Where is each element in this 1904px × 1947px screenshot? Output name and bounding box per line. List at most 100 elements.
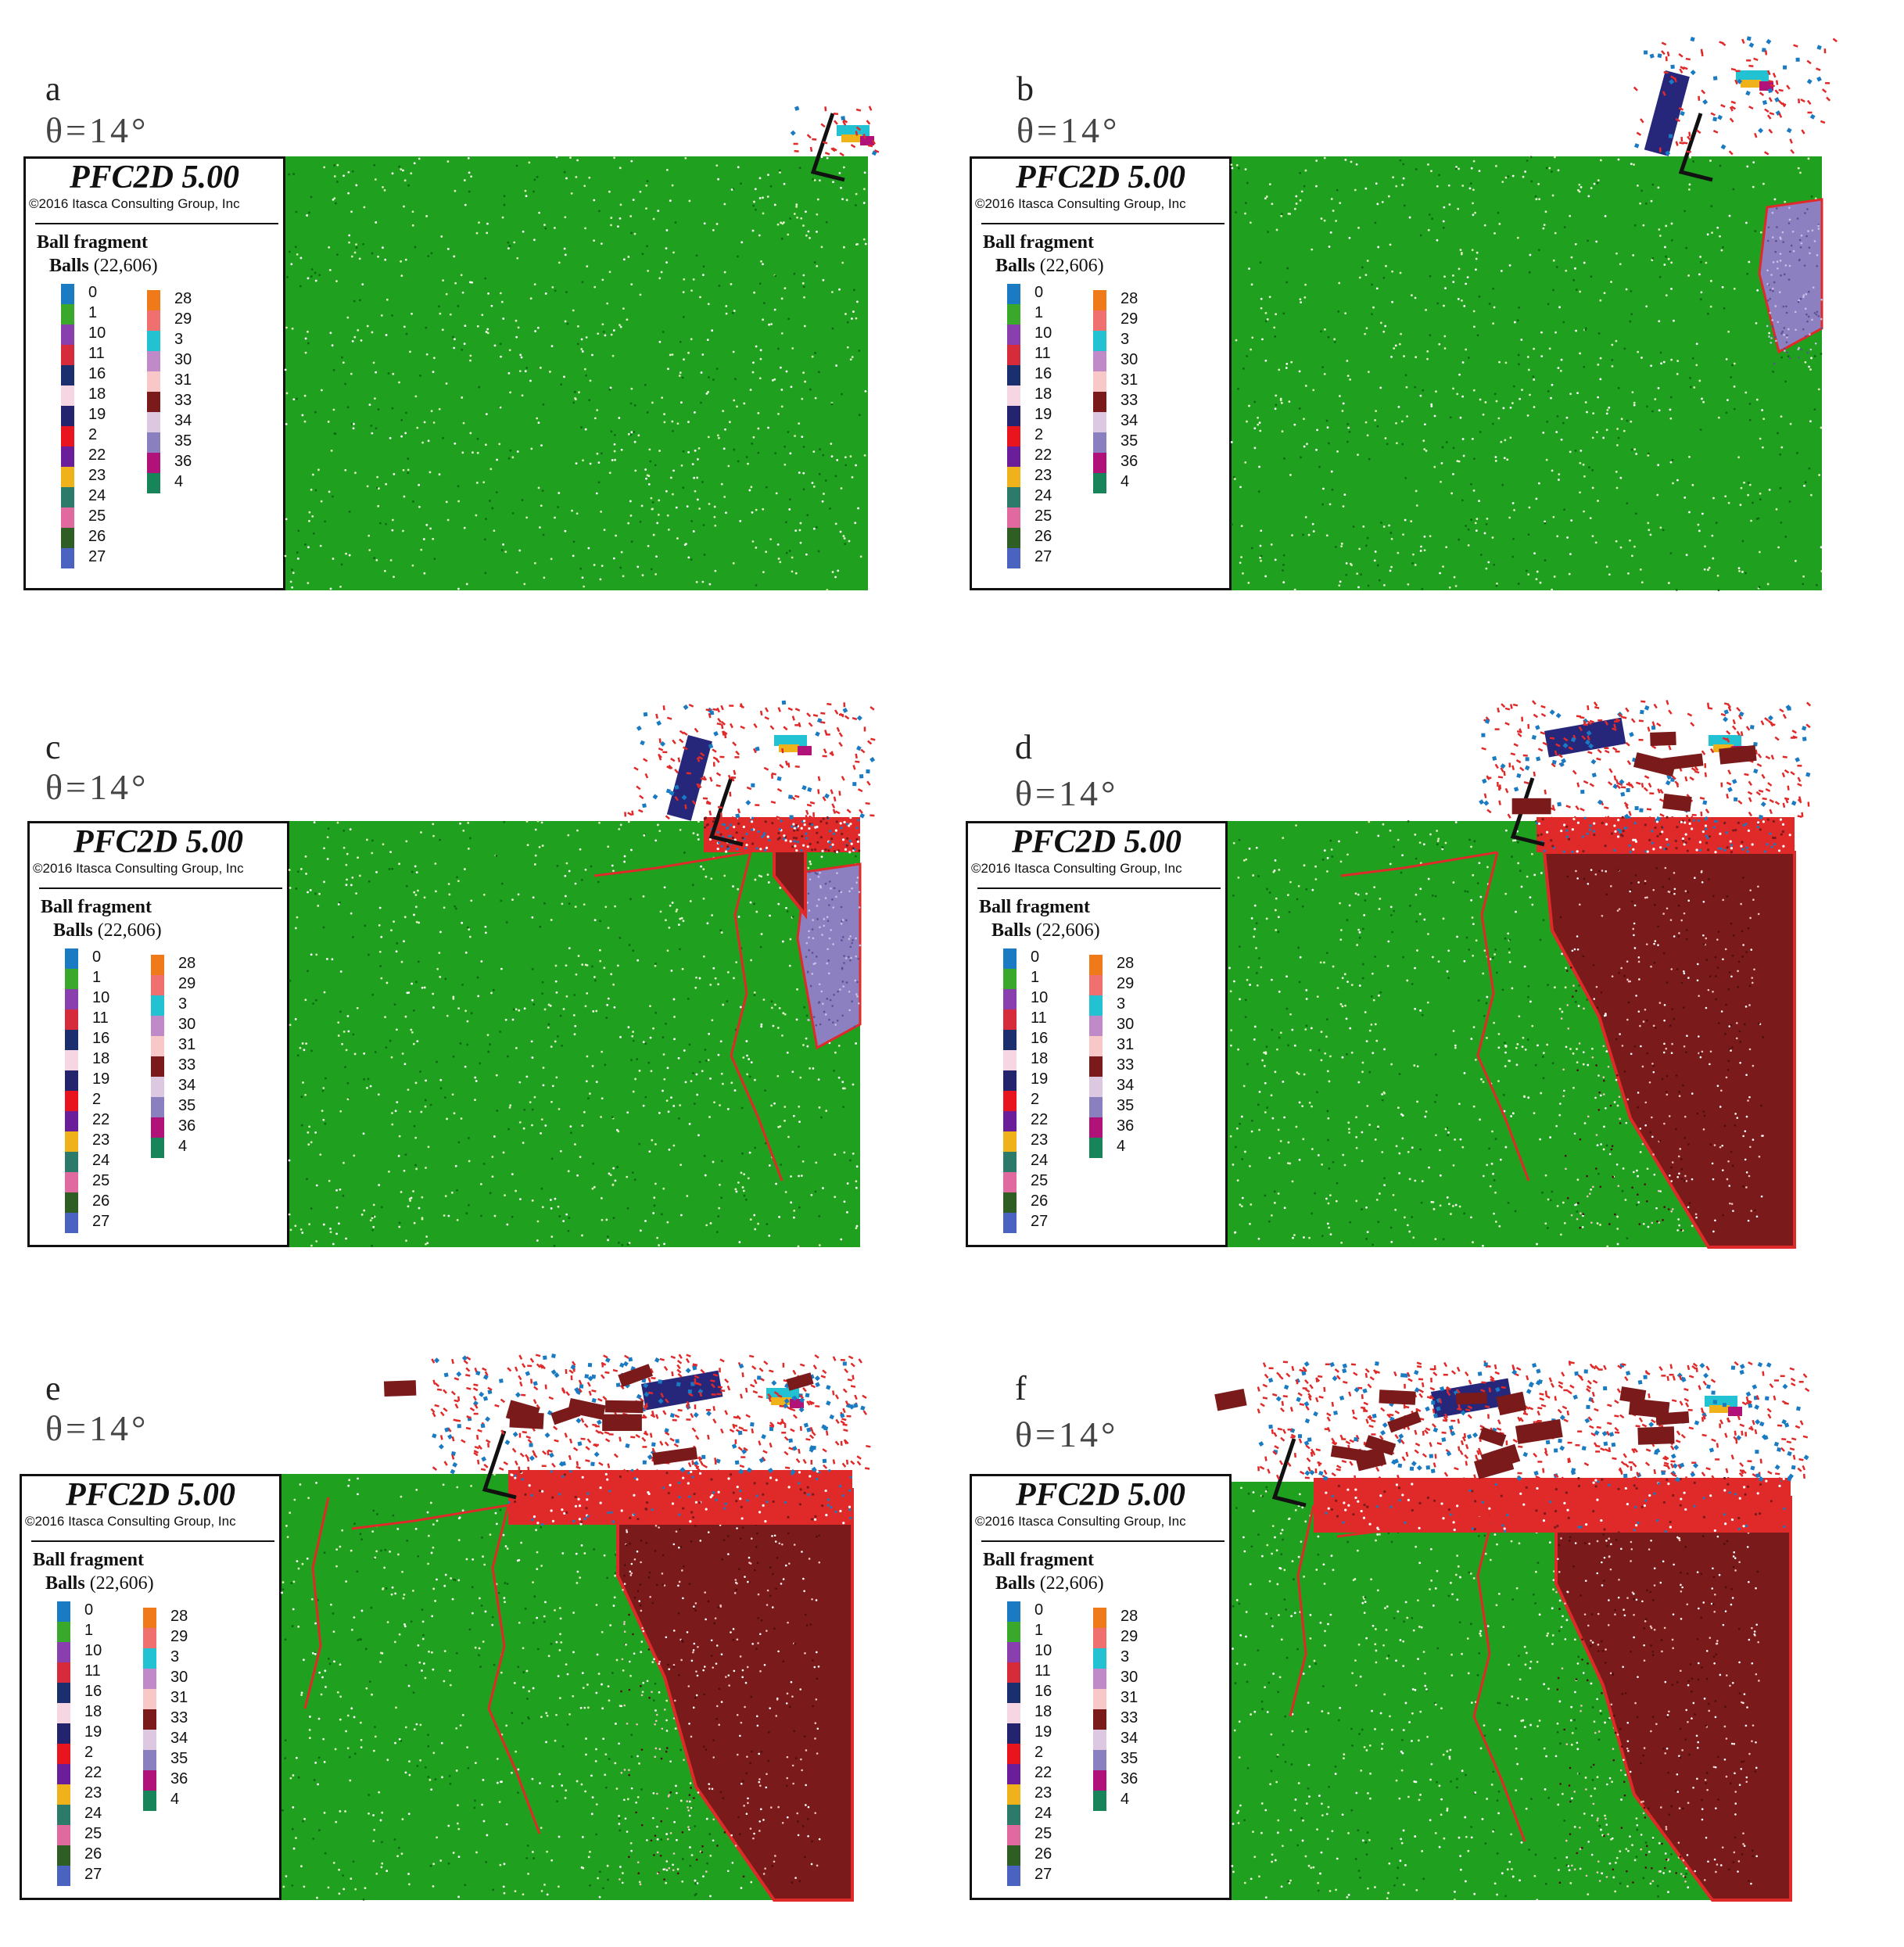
legend-swatch bbox=[1093, 473, 1106, 493]
legend-label: 22 bbox=[1031, 1111, 1048, 1128]
legend-swatch bbox=[1089, 975, 1103, 995]
legend-balls-count: (22,606) bbox=[90, 1573, 154, 1594]
angle-label: θ=14° bbox=[1015, 1414, 1118, 1455]
legend-swatch bbox=[1089, 1016, 1103, 1036]
legend-label: 10 bbox=[92, 989, 109, 1006]
legend-swatch bbox=[1089, 995, 1103, 1016]
legend-label: 34 bbox=[178, 1077, 195, 1094]
legend-label: 23 bbox=[1031, 1131, 1048, 1149]
legend-swatch bbox=[1003, 1213, 1017, 1233]
legend-swatch bbox=[147, 473, 160, 493]
legend-label: 23 bbox=[88, 467, 106, 484]
legend-label: 22 bbox=[84, 1764, 102, 1781]
legend-swatch bbox=[147, 351, 160, 371]
legend-swatch bbox=[143, 1791, 156, 1811]
legend-label: 23 bbox=[1034, 1784, 1052, 1802]
legend-swatch bbox=[1093, 351, 1106, 371]
legend-label: 34 bbox=[174, 412, 192, 429]
angle-label: θ=14° bbox=[45, 766, 149, 808]
legend-heading: Ball fragment bbox=[979, 897, 1090, 918]
legend-label: 22 bbox=[92, 1111, 109, 1128]
legend-swatch bbox=[65, 1131, 78, 1152]
legend-swatch bbox=[1003, 1131, 1017, 1152]
panel-letter: d bbox=[1015, 727, 1032, 767]
legend-swatch bbox=[61, 528, 74, 548]
copyright-text: ©2016 Itasca Consulting Group, Inc bbox=[975, 196, 1186, 212]
legend-label: 2 bbox=[1034, 426, 1043, 443]
legend-label: 36 bbox=[170, 1770, 188, 1787]
legend-swatch bbox=[1007, 1845, 1020, 1866]
legend-swatch bbox=[147, 432, 160, 453]
panel-letter: e bbox=[45, 1368, 61, 1408]
legend-swatch bbox=[1089, 1056, 1103, 1077]
legend-label: 30 bbox=[170, 1669, 188, 1686]
legend-label: 26 bbox=[88, 528, 106, 545]
legend-swatch bbox=[1093, 1648, 1106, 1669]
legend-label: 1 bbox=[1034, 1622, 1043, 1639]
legend-swatch bbox=[1003, 969, 1017, 989]
legend-label: 34 bbox=[1121, 412, 1138, 429]
legend-label: 35 bbox=[170, 1750, 188, 1767]
legend-swatch bbox=[1003, 1172, 1017, 1192]
legend-heading: Ball fragment bbox=[41, 897, 152, 918]
legend-label: 16 bbox=[1031, 1030, 1048, 1047]
legend-swatch bbox=[1093, 1750, 1106, 1770]
legend-label: 11 bbox=[88, 345, 105, 362]
legend-label: 36 bbox=[1121, 453, 1138, 470]
legend-label: 11 bbox=[1034, 345, 1051, 362]
legend-label: 0 bbox=[92, 948, 101, 966]
legend-box: PFC2D 5.00©2016 Itasca Consulting Group,… bbox=[966, 821, 1228, 1247]
legend-swatch bbox=[1007, 467, 1020, 487]
legend-heading: Ball fragment bbox=[983, 232, 1094, 253]
legend-swatch bbox=[1093, 1689, 1106, 1709]
legend-label: 22 bbox=[88, 446, 106, 464]
legend-label: 29 bbox=[1117, 975, 1134, 992]
legend-swatch bbox=[1007, 1723, 1020, 1744]
legend-label: 3 bbox=[178, 995, 187, 1013]
legend-label: 0 bbox=[1034, 284, 1043, 301]
legend-swatch bbox=[1007, 1744, 1020, 1764]
legend-swatch bbox=[1093, 310, 1106, 331]
legend-swatch bbox=[1093, 1628, 1106, 1648]
legend-swatch bbox=[1007, 548, 1020, 568]
legend-swatch bbox=[57, 1805, 70, 1825]
simulation-view bbox=[1232, 1325, 1884, 1947]
legend-label: 25 bbox=[1034, 507, 1052, 525]
legend-swatch bbox=[57, 1642, 70, 1662]
legend-label: 30 bbox=[178, 1016, 195, 1033]
legend-label: 2 bbox=[92, 1091, 101, 1108]
legend-swatch bbox=[1007, 1601, 1020, 1622]
legend-label: 4 bbox=[170, 1791, 179, 1808]
simulation-view bbox=[285, 0, 962, 637]
fractured-band bbox=[1536, 817, 1795, 852]
legend-swatch bbox=[1089, 1036, 1103, 1056]
legend-swatch bbox=[1003, 1192, 1017, 1213]
legend-label: 29 bbox=[1121, 1628, 1138, 1645]
legend-label: 25 bbox=[1031, 1172, 1048, 1189]
debris-particles bbox=[384, 1354, 871, 1475]
legend-swatch bbox=[65, 1152, 78, 1172]
legend-label: 11 bbox=[92, 1009, 109, 1027]
fragment-3-cluster bbox=[774, 735, 812, 755]
legend-label: 18 bbox=[1031, 1050, 1048, 1067]
legend-label: 24 bbox=[1034, 1805, 1052, 1822]
legend-swatch bbox=[143, 1608, 156, 1628]
legend-label: 26 bbox=[1034, 528, 1052, 545]
legend-swatch bbox=[65, 1070, 78, 1091]
legend-label: 30 bbox=[174, 351, 192, 368]
legend-label: 33 bbox=[1121, 392, 1138, 409]
legend-label: 19 bbox=[1031, 1070, 1048, 1088]
legend-swatch bbox=[1007, 528, 1020, 548]
legend-label: 16 bbox=[88, 365, 106, 382]
legend-swatch bbox=[65, 989, 78, 1009]
legend-label: 19 bbox=[1034, 1723, 1052, 1741]
legend-label: 18 bbox=[92, 1050, 109, 1067]
legend-label: 10 bbox=[1034, 324, 1052, 342]
software-title: PFC2D 5.00 bbox=[22, 1476, 279, 1514]
legend-label: 10 bbox=[84, 1642, 102, 1659]
legend-label: 27 bbox=[1034, 1866, 1052, 1883]
legend-label: 16 bbox=[1034, 1683, 1052, 1700]
legend-label: 11 bbox=[1034, 1662, 1051, 1680]
legend-label: 24 bbox=[1031, 1152, 1048, 1169]
legend-label: 18 bbox=[88, 385, 106, 403]
